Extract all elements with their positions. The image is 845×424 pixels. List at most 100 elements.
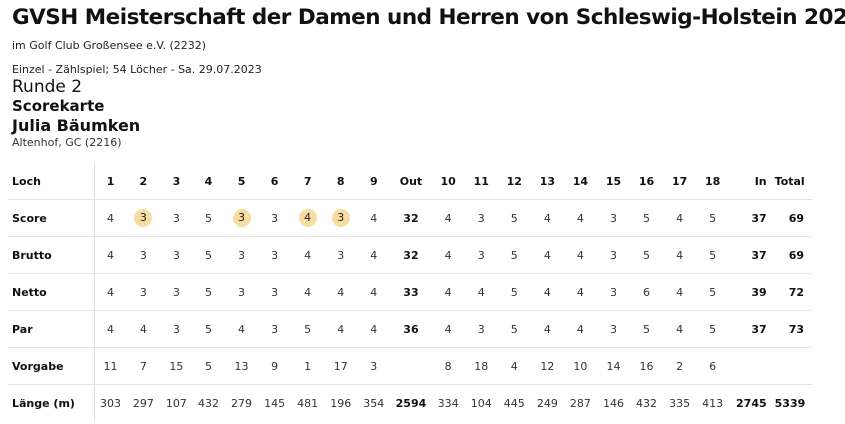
header-hole: 4: [191, 163, 225, 200]
table-cell: 4: [291, 273, 325, 311]
header-hole: 5: [224, 163, 259, 200]
table-cell: 432: [636, 396, 658, 410]
table-cell: 5: [630, 199, 664, 237]
row-label: Score: [8, 199, 96, 237]
table-cell: 4: [563, 310, 597, 348]
birdie-marker: 3: [331, 209, 350, 227]
table-cell: 3: [224, 273, 259, 311]
scorecard-table: Loch 1 2 3 4 5 6 7 8 9 Out 10 11 12 13 14 15 16 17 18 In Tota…: [8, 163, 812, 421]
table-cell: 334: [437, 396, 459, 410]
table-cell: 37: [729, 199, 775, 237]
table-cell: 3: [224, 199, 259, 237]
table-cell: 5: [696, 310, 730, 348]
table-cell: 4: [291, 236, 325, 274]
table-cell: 10: [563, 347, 597, 385]
table-cell: 12: [530, 347, 564, 385]
table-cell: 3: [464, 236, 498, 274]
table-cell: 4: [224, 310, 259, 348]
table-cell: 445: [503, 396, 525, 410]
table-cell: 104: [470, 396, 492, 410]
table-cell: 4: [431, 273, 465, 311]
table-cell: 8: [431, 347, 465, 385]
header-hole: 16: [630, 163, 664, 200]
table-cell: 4: [357, 236, 391, 274]
table-cell: 18: [464, 347, 498, 385]
table-cell: 2: [663, 347, 697, 385]
header-hole: 14: [563, 163, 597, 200]
table-cell: 3: [258, 236, 292, 274]
table-cell: 5339: [774, 396, 806, 410]
table-cell: 3: [160, 273, 192, 311]
table-cell: 287: [569, 396, 591, 410]
table-cell: 279: [231, 396, 253, 410]
table-cell: 4: [663, 199, 697, 237]
table-cell: 4: [94, 199, 126, 237]
table-cell: 4: [431, 199, 465, 237]
table-cell: 37: [729, 310, 775, 348]
table-cell: 4: [357, 310, 391, 348]
table-cell: 4: [431, 236, 465, 274]
table-cell: 3: [258, 310, 292, 348]
header-hole: 6: [258, 163, 292, 200]
table-cell: 3: [160, 236, 192, 274]
table-cell: 5: [497, 273, 531, 311]
table-cell: 354: [363, 396, 385, 410]
row-label: Vorgabe: [8, 347, 96, 385]
birdie-marker: 3: [134, 209, 153, 227]
table-cell: 3: [357, 347, 391, 385]
table-cell: 3: [258, 199, 292, 237]
birdie-marker: 3: [232, 209, 251, 227]
table-cell: 39: [729, 273, 775, 311]
table-cell: 9: [258, 347, 292, 385]
table-cell: 3: [160, 199, 192, 237]
table-row: Brutto 4 3 3 5 3 3 4 3 4 32 4 3 5 4 4 3 5 4 5 37 69: [8, 236, 812, 274]
header-label: Loch: [8, 163, 96, 200]
table-cell: 73: [774, 310, 812, 348]
header-hole: 18: [696, 163, 730, 200]
table-cell: 16: [630, 347, 664, 385]
table-cell: 5: [497, 199, 531, 237]
player-club: Altenhof, GC (2216): [12, 136, 122, 149]
table-row: Score 4 3 3 5 3 3 4 3 4 32 4 3 5 4 4 3 5 4 5 37 69: [8, 199, 812, 237]
table-cell: 13: [224, 347, 259, 385]
table-row: Länge (m) 303 297 107 432 279 145 481 196 354 2594…: [8, 384, 812, 421]
table-cell: [774, 347, 812, 385]
table-cell: 4: [663, 310, 697, 348]
table-cell: 4: [464, 273, 498, 311]
table-cell: 14: [596, 347, 630, 385]
table-cell: 4: [357, 199, 391, 237]
table-row: Vorgabe 11 7 15 5 13 9 1 17 3 8 18 4 12 10 14 16 2 6: [8, 347, 812, 385]
table-cell: 69: [774, 199, 812, 237]
table-cell: 4: [530, 199, 564, 237]
table-row: Par 4 4 3 5 4 3 5 4 4 36 4 3 5 4 4 3 5 4 5 37 73: [8, 310, 812, 348]
table-cell: 15: [160, 347, 192, 385]
table-cell: 4: [530, 273, 564, 311]
table-cell: 5: [291, 310, 325, 348]
header-hole: 11: [464, 163, 498, 200]
table-cell: 4: [94, 310, 126, 348]
table-cell: 5: [630, 310, 664, 348]
table-cell: 5: [696, 236, 730, 274]
header-hole: 10: [431, 163, 465, 200]
page-title: GVSH Meisterschaft der Damen und Herren …: [12, 5, 845, 30]
table-cell: 4: [563, 273, 597, 311]
table-cell: 4: [94, 236, 126, 274]
header-hole: 2: [125, 163, 161, 200]
table-cell: 107: [165, 396, 187, 410]
row-label: Netto: [8, 273, 96, 311]
table-cell: 3: [224, 236, 259, 274]
table-cell: 36: [390, 310, 432, 348]
table-cell: 335: [669, 396, 691, 410]
table-cell: 2594: [395, 396, 427, 410]
player-name: Julia Bäumken: [12, 116, 141, 135]
table-cell: 6: [630, 273, 664, 311]
header-hole: 3: [160, 163, 192, 200]
table-cell: 3: [125, 199, 161, 237]
table-cell: 5: [630, 236, 664, 274]
table-cell: 5: [696, 273, 730, 311]
table-cell: 3: [464, 310, 498, 348]
header-hole: In: [729, 163, 775, 200]
birdie-marker: 4: [298, 209, 317, 227]
round-title: Runde 2: [12, 77, 83, 97]
table-cell: 3: [258, 273, 292, 311]
